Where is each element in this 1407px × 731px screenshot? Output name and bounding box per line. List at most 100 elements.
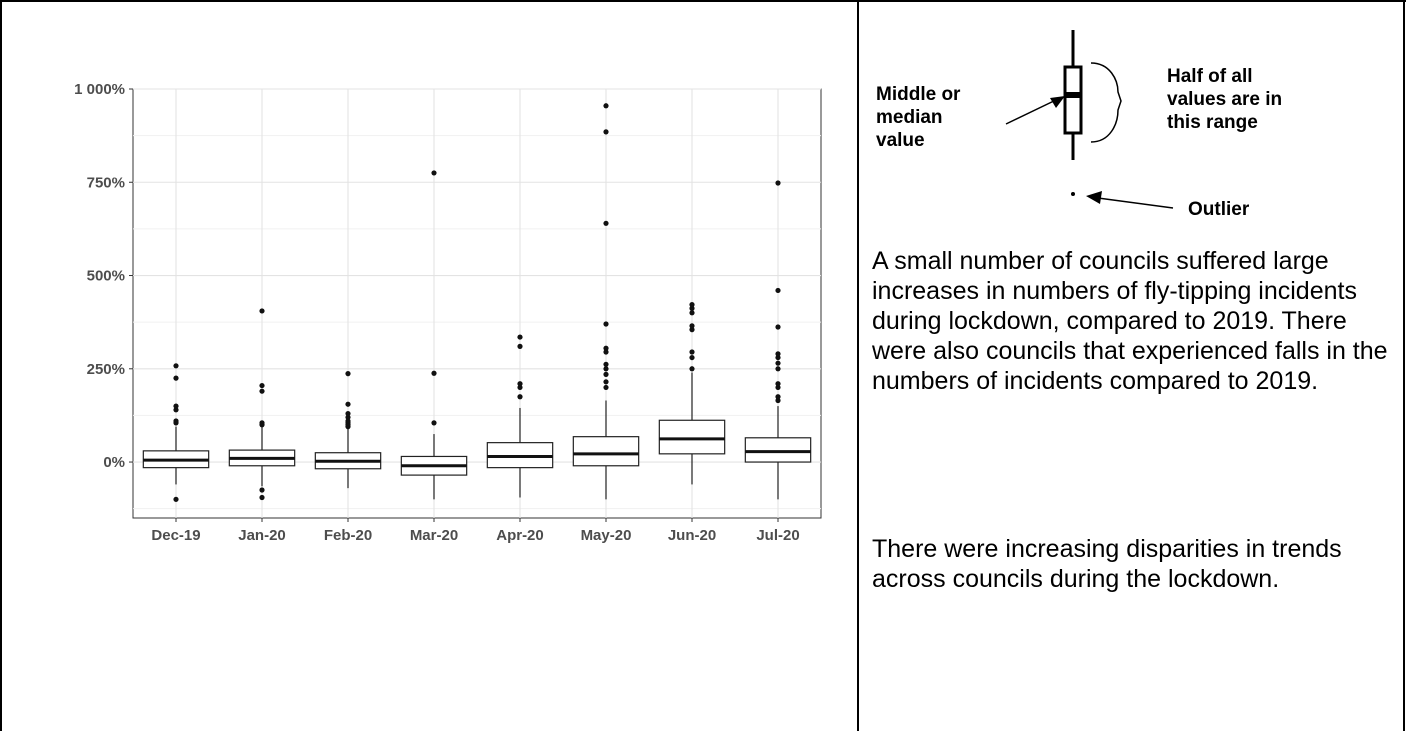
boxplot-legend xyxy=(1005,30,1174,209)
box-Jul-20 xyxy=(744,180,812,500)
outlier-point xyxy=(173,407,179,413)
y-tick-label: 750% xyxy=(87,174,125,191)
x-tick-label: Mar-20 xyxy=(410,527,458,544)
outlier-point xyxy=(775,287,781,294)
legend-outlier-point xyxy=(1071,192,1075,196)
y-axis: 0% 250% 500% 750% 1 000% xyxy=(74,81,133,471)
outlier-point xyxy=(689,302,695,308)
frame-left-border xyxy=(0,0,2,731)
box-Jun-20 xyxy=(658,302,726,485)
box xyxy=(744,437,812,463)
outlier-point xyxy=(603,103,609,109)
box-Feb-20 xyxy=(314,371,382,489)
outlier-point xyxy=(259,382,265,389)
outlier-point xyxy=(517,384,523,391)
column-divider xyxy=(857,0,859,731)
outlier-point xyxy=(345,414,351,420)
boxplot-chart: 0% 250% 500% 750% 1 000% Dec-19 Jan-20 Feb-20 M… xyxy=(74,81,822,544)
outlier-point xyxy=(603,220,609,226)
y-tick-label: 250% xyxy=(87,361,125,378)
x-tick-label: Feb-20 xyxy=(324,527,372,544)
frame-right-border xyxy=(1403,0,1405,731)
legend-range-line1: Half of all xyxy=(1167,66,1253,87)
outlier-point xyxy=(345,371,351,377)
box xyxy=(658,419,726,455)
outlier-point xyxy=(173,375,179,381)
outlier-point xyxy=(775,360,781,366)
x-tick-label: Apr-20 xyxy=(496,527,544,544)
outlier-point xyxy=(775,384,781,391)
outlier-point xyxy=(603,379,609,385)
summary-paragraph-2: There were increasing disparities in tre… xyxy=(872,535,1342,593)
outlier-point xyxy=(431,420,437,426)
outlier-point xyxy=(603,321,609,327)
x-tick-label: May-20 xyxy=(581,527,632,544)
outlier-point xyxy=(345,418,351,424)
outlier-point xyxy=(345,401,351,407)
box-Jan-20 xyxy=(228,308,296,501)
outlier-point xyxy=(603,366,609,372)
outlier-point xyxy=(689,327,695,333)
outlier-point xyxy=(775,354,781,361)
legend-brace xyxy=(1090,62,1122,143)
outlier-point xyxy=(689,354,695,361)
outlier-point xyxy=(173,418,179,424)
outlier-point xyxy=(517,334,523,340)
outlier-point xyxy=(173,496,179,502)
outlier-point xyxy=(689,366,695,372)
outlier-point xyxy=(689,349,695,355)
legend-outlier-label: Outlier xyxy=(1188,199,1250,220)
frame-top-border xyxy=(0,0,1406,2)
legend-median-line2: median xyxy=(876,107,943,128)
outlier-point xyxy=(259,420,265,426)
box-Mar-20 xyxy=(400,170,468,500)
legend-range-line3: this range xyxy=(1167,112,1258,133)
legend-range-line2: values are in xyxy=(1167,89,1283,110)
outlier-point xyxy=(173,363,179,369)
legend-median-arrowhead xyxy=(1050,96,1065,108)
outlier-point xyxy=(517,381,523,387)
outlier-point xyxy=(603,345,609,351)
legend-outlier-arrowhead xyxy=(1086,191,1102,204)
box xyxy=(572,436,640,467)
summary-paragraph-1: A small number of councils suffered larg… xyxy=(872,247,1388,395)
outlier-point xyxy=(603,371,609,377)
outlier-point xyxy=(775,366,781,372)
legend-outlier-arrow xyxy=(1097,197,1174,209)
outlier-point xyxy=(603,129,609,135)
legend-median-line3: value xyxy=(876,130,925,151)
outlier-point xyxy=(431,170,437,176)
outlier-point xyxy=(689,323,695,329)
outlier-point xyxy=(259,388,265,394)
boxes xyxy=(142,103,812,502)
legend-median-arrow xyxy=(1005,98,1059,125)
outlier-point xyxy=(775,324,781,330)
y-tick-label: 500% xyxy=(87,268,125,285)
outlier-point xyxy=(517,343,523,349)
x-tick-label: Jan-20 xyxy=(238,527,286,544)
outlier-point xyxy=(517,394,523,400)
x-tick-label: Dec-19 xyxy=(151,527,200,544)
outlier-point xyxy=(775,381,781,387)
legend-range-label: Half of all values are in this range xyxy=(1167,65,1282,134)
outlier-point xyxy=(173,403,179,409)
outlier-point xyxy=(689,305,695,311)
y-tick-label: 0% xyxy=(103,454,125,471)
box-Apr-20 xyxy=(486,334,554,498)
box-Dec-19 xyxy=(142,363,210,502)
legend-median-line1: Middle or xyxy=(876,84,961,105)
outlier-point xyxy=(689,310,695,316)
outlier-point xyxy=(259,494,265,501)
outlier-point xyxy=(775,351,781,357)
x-tick-label: Jul-20 xyxy=(756,527,799,544)
outlier-point xyxy=(775,394,781,400)
outlier-point xyxy=(603,361,609,367)
outlier-point xyxy=(431,370,437,376)
outlier-point xyxy=(345,410,351,417)
legend-box xyxy=(1063,65,1083,135)
legend-median-label: Middle or median value xyxy=(876,83,960,152)
outlier-point xyxy=(259,308,265,314)
box-May-20 xyxy=(572,103,640,500)
outlier-point xyxy=(603,384,609,391)
